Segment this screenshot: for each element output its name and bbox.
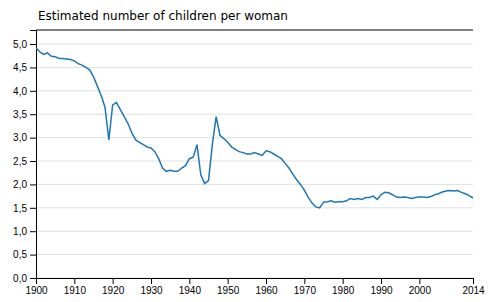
x-tick-label: 1930: [140, 285, 163, 296]
y-tick: 2,5: [13, 156, 36, 167]
x-tick-mark: [74, 278, 75, 284]
x-tick-mark: [228, 278, 229, 284]
x-tick: 2000: [409, 278, 432, 296]
x-tick-label: 1980: [332, 285, 355, 296]
x-tick-mark: [473, 278, 474, 284]
x-tick: 1950: [217, 278, 240, 296]
y-tick: 5,0: [13, 39, 36, 50]
x-tick-label: 2014: [462, 285, 485, 296]
y-axis-line: [30, 31, 37, 279]
x-tick: 1980: [332, 278, 355, 296]
x-tick: 2014: [462, 278, 485, 296]
x-axis: 1900 1910 1920 1930 1940 1950 1960 1970 1980 1990…: [25, 278, 485, 296]
x-tick-mark: [151, 278, 152, 284]
grid-line: [36, 207, 473, 208]
y-tick: 0,0: [13, 273, 36, 284]
plot: 1900 1910 1920 1930 1940 1950 1960 1970 1980 1990…: [13, 30, 485, 296]
x-tick-label: 1950: [217, 285, 240, 296]
x-tick-mark: [304, 278, 305, 284]
x-tick: 1940: [179, 278, 202, 296]
grid-line: [36, 137, 473, 138]
y-tick-label: 1,0: [13, 226, 27, 237]
x-tick: 1960: [255, 278, 278, 296]
y-tick-mark: [30, 44, 36, 45]
grid-line: [36, 231, 473, 232]
line: [36, 48, 473, 208]
y-tick-label: 3,0: [13, 132, 27, 143]
y-tick: 0,5: [13, 249, 36, 260]
x-tick-label: 2000: [409, 285, 432, 296]
y-tick-mark: [30, 231, 36, 232]
x-tick-mark: [343, 278, 344, 284]
y-tick-label: 2,0: [13, 179, 27, 190]
y-tick: 2,0: [13, 179, 36, 190]
y-tick: 4,5: [13, 62, 36, 73]
y-tick: 3,0: [13, 132, 36, 143]
y-tick-mark: [30, 114, 36, 115]
x-tick: 1920: [102, 278, 125, 296]
y-tick-label: 1,5: [13, 203, 27, 214]
x-tick-label: 1970: [294, 285, 317, 296]
marks: [36, 48, 473, 208]
y-tick-mark: [30, 278, 36, 279]
y-tick-label: 4,5: [13, 62, 27, 73]
grid: [36, 44, 473, 278]
title: Estimated number of children per woman: [38, 9, 288, 23]
y-tick: 4,0: [13, 86, 36, 97]
y-tick-mark: [30, 208, 36, 209]
grid-line: [36, 114, 473, 115]
x-tick-mark: [381, 278, 382, 284]
y-tick-label: 0,5: [13, 249, 27, 260]
y-tick: 1,5: [13, 203, 36, 214]
grid-line: [36, 161, 473, 162]
x-tick: 1910: [64, 278, 87, 296]
chart: 1900 1910 1920 1930 1940 1950 1960 1970 1980 1990…: [0, 0, 491, 302]
grid-line: [36, 44, 473, 45]
y-tick: 1,0: [13, 226, 36, 237]
y-tick-mark: [30, 67, 36, 68]
x-axis-line: [37, 279, 474, 285]
x-tick-label: 1940: [179, 285, 202, 296]
y-tick-mark: [30, 255, 36, 256]
grid-line: [36, 184, 473, 185]
y-tick-label: 3,5: [13, 109, 27, 120]
y-tick-label: 5,0: [13, 39, 27, 50]
x-tick-mark: [113, 278, 114, 284]
x-tick: 1990: [370, 278, 393, 296]
grid-line: [36, 254, 473, 255]
x-tick-label: 1910: [64, 285, 87, 296]
x-tick-mark: [189, 278, 190, 284]
x-tick-label: 1960: [255, 285, 278, 296]
y-tick-label: 0,0: [13, 273, 27, 284]
x-tick: 1930: [140, 278, 163, 296]
y-tick-mark: [30, 91, 36, 92]
y-axis: 0,0 0,5 1,0 1,5 2,0 2,5 3,0 3,5 4,0 4,5 5,0: [13, 31, 36, 284]
y-tick-mark: [30, 138, 36, 139]
y-tick-label: 4,0: [13, 86, 27, 97]
x-tick-mark: [419, 278, 420, 284]
grid-line: [36, 67, 473, 68]
y-tick-mark: [30, 161, 36, 162]
grid-line: [36, 90, 473, 91]
y-tick-mark: [30, 184, 36, 185]
plot-frame-top: [36, 30, 473, 31]
x-tick-label: 1990: [370, 285, 393, 296]
x-tick-label: 1920: [102, 285, 125, 296]
x-tick: 1970: [294, 278, 317, 296]
x-tick-mark: [266, 278, 267, 284]
y-tick-label: 2,5: [13, 156, 27, 167]
x-tick: 1900: [25, 278, 48, 296]
x-tick-label: 1900: [25, 285, 48, 296]
y-tick: 3,5: [13, 109, 36, 120]
